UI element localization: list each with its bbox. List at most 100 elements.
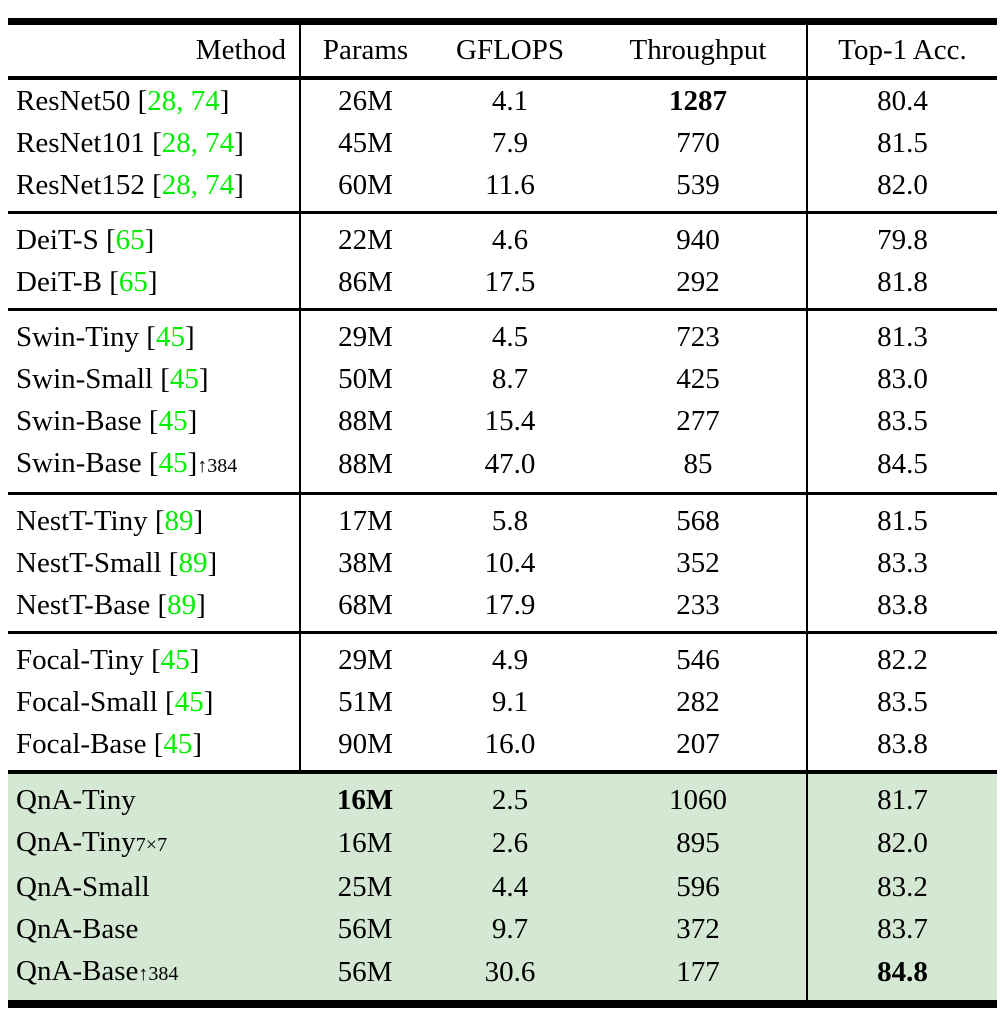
method-cell: ResNet50 [28, 74]	[8, 78, 300, 122]
method-name: NestT-Base	[16, 588, 151, 621]
gflops-cell: 9.7	[430, 907, 590, 950]
table-row: QnA-Tiny 16M 2.5 1060 81.7	[8, 769, 997, 821]
table-row: NestT-Tiny [89] 17M 5.8 568 81.5	[8, 491, 997, 542]
method-name: NestT-Tiny	[16, 504, 148, 537]
top1-acc-cell: 83.2	[806, 865, 997, 908]
citation-number: 28, 74	[147, 84, 220, 117]
params-cell: 25M	[300, 865, 430, 908]
table-row: Swin-Tiny [45] 29M 4.5 723 81.3	[8, 307, 997, 358]
citation-open-bracket: [	[160, 362, 170, 395]
params-cell: 22M	[299, 210, 430, 261]
method-cell: Swin-Tiny [45]	[8, 307, 300, 358]
method-cell: QnA-Small	[8, 865, 300, 908]
top1-acc-cell: 84.5	[806, 441, 997, 493]
citation-number: 45	[160, 643, 190, 676]
citation-close-bracket: ]	[144, 223, 155, 256]
top1-acc-cell: 81.3	[806, 307, 997, 358]
citation-number: 45	[163, 727, 193, 760]
gflops-cell: 7.9	[491, 126, 529, 159]
top1-acc-cell: 83.0	[806, 357, 997, 400]
throughput-cell: 539	[676, 168, 720, 201]
throughput-cell: 895	[590, 820, 807, 866]
gflops-cell: 5.8	[430, 491, 590, 542]
citation-number: 89	[164, 504, 194, 537]
results-table: Method Params GFLOPS Throughput Top-1 Ac…	[8, 18, 997, 1008]
citation-close-bracket: ]	[198, 362, 209, 395]
method-name: Swin-Base	[16, 404, 142, 437]
top1-acc-cell: 81.8	[806, 260, 997, 309]
citation-open-bracket: [	[153, 727, 164, 760]
method-name: QnA-Tiny	[16, 783, 136, 816]
method-name: DeiT-B	[16, 265, 102, 298]
method-cell: QnA-Base	[8, 907, 300, 950]
citation-open-bracket: [	[157, 588, 168, 621]
table-row: QnA-Tiny7×7 16M 2.6 895 82.0	[8, 820, 997, 866]
table-row: QnA-Base↑384 56M 30.6 177 84.8	[8, 949, 997, 1004]
citation-number: 45	[169, 362, 199, 395]
citation-open-bracket: [	[105, 223, 116, 256]
params-cell: 56M	[300, 907, 430, 950]
params-cell: 88M	[299, 441, 430, 493]
top1-acc-cell: 82.0	[806, 163, 997, 212]
params-cell: 51M	[299, 680, 430, 723]
header-throughput: Throughput	[590, 21, 807, 80]
top1-acc-cell: 83.8	[806, 722, 997, 772]
table-header: Method Params GFLOPS Throughput Top-1 Ac…	[8, 21, 997, 80]
top1-acc-cell: 82.2	[806, 630, 997, 681]
citation-close-bracket: ]	[203, 685, 214, 718]
method-name: Focal-Small	[16, 685, 158, 718]
method-cell: Swin-Base [45]	[8, 400, 300, 442]
gflops-cell: 9.1	[491, 685, 529, 718]
citation-close-bracket: ]	[207, 546, 218, 579]
method-cell: DeiT-S [65]	[8, 210, 300, 261]
table-row: QnA-Base 56M 9.7 372 83.7	[8, 907, 997, 950]
gflops-cell: 10.4	[484, 546, 536, 579]
throughput-cell: 177	[590, 949, 807, 1004]
method-cell: NestT-Tiny [89]	[8, 491, 300, 542]
throughput-cell: 546	[590, 630, 807, 681]
method-name: Swin-Tiny	[16, 320, 140, 353]
citation-number: 45	[174, 685, 204, 718]
method-cell: Focal-Tiny [45]	[8, 630, 300, 681]
citation-close-bracket: ]	[234, 126, 244, 159]
top1-acc-cell: 84.8	[806, 949, 997, 1004]
citation-number: 65	[118, 265, 148, 298]
citation-number: 45	[155, 320, 185, 353]
method-cell: QnA-Tiny7×7	[8, 820, 300, 866]
throughput-cell: 723	[590, 307, 807, 358]
method-name: ResNet50	[16, 84, 131, 117]
throughput-cell: 425	[676, 362, 720, 395]
table-row: ResNet152 [28, 74] 60M 11.6 539 82.0	[8, 163, 997, 212]
method-cell: Focal-Small [45]	[8, 681, 300, 723]
params-cell: 50M	[299, 357, 430, 400]
method-cell: Swin-Base [45]↑384	[8, 442, 300, 494]
table-row: Focal-Tiny [45] 29M 4.9 546 82.2	[8, 630, 997, 681]
citation-open-bracket: [	[151, 643, 161, 676]
citation-number: 28, 74	[161, 126, 235, 159]
citation-open-bracket: [	[148, 404, 159, 437]
method-name: QnA-Small	[16, 870, 150, 903]
throughput-cell: 770	[676, 126, 720, 159]
method-cell: DeiT-B [65]	[8, 261, 300, 310]
citation-open-bracket: [	[165, 685, 175, 718]
citation-close-bracket: ]	[189, 643, 200, 676]
citation-close-bracket: ]	[219, 84, 230, 117]
citation-close-bracket: ]	[234, 168, 244, 201]
table-row: ResNet101 [28, 74] 45M 7.9 770 81.5	[8, 121, 997, 164]
top1-acc-cell: 81.5	[806, 491, 997, 542]
method-name: QnA-Base	[16, 912, 139, 945]
throughput-cell: 940	[590, 210, 807, 261]
params-cell: 17M	[299, 491, 430, 542]
header-params: Params	[299, 21, 430, 80]
gflops-cell: 15.4	[484, 404, 536, 437]
method-cell: NestT-Base [89]	[8, 584, 300, 633]
params-cell: 16M	[300, 820, 430, 866]
citation-number: 45	[158, 404, 188, 437]
top1-acc-cell: 83.8	[806, 583, 997, 632]
gflops-cell: 4.5	[430, 307, 590, 358]
gflops-cell: 2.5	[430, 769, 590, 821]
table-row: ResNet50 [28, 74] 26M 4.1 1287 80.4	[8, 77, 997, 122]
citation-open-bracket: [	[148, 446, 159, 479]
method-name: QnA-Base	[16, 954, 139, 987]
